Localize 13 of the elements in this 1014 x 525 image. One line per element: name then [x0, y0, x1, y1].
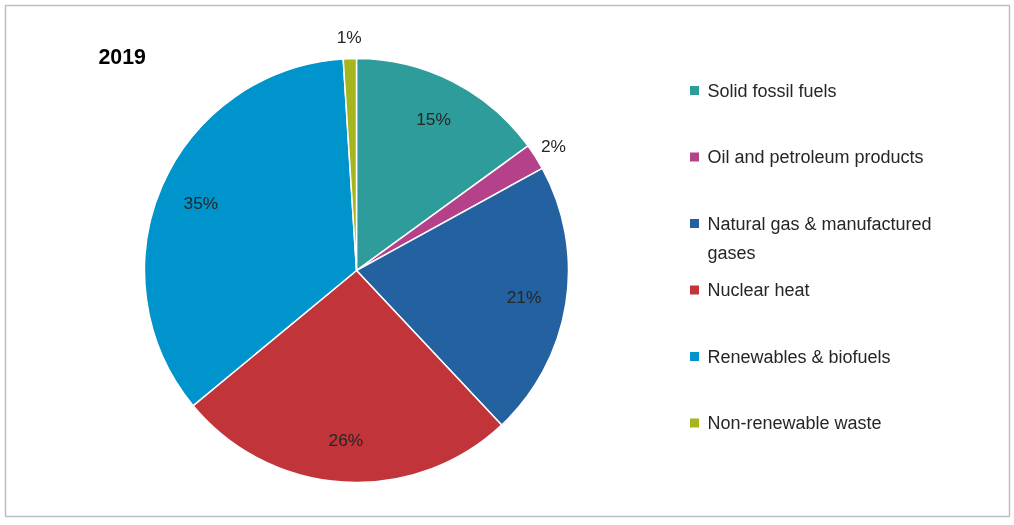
text: 2019: [98, 45, 147, 69]
data-label: 21%: [506, 287, 542, 308]
data-label: 1%: [336, 27, 362, 48]
data-label: 2%: [540, 135, 566, 156]
legend-label: Renewables & biofuels: [707, 346, 891, 367]
data-label: 15%: [416, 109, 451, 130]
legend-label: Non-renewable waste: [707, 413, 882, 433]
legend-label: Nuclear heat: [707, 280, 810, 300]
data-label: 35%: [183, 193, 219, 214]
data-label: 26%: [328, 429, 364, 450]
legend-label: Oil and petroleum products: [707, 147, 924, 167]
legend-label: Solid fossil fuels: [707, 80, 837, 101]
legend-label: Natural gas & manufactured gases: [707, 213, 932, 263]
